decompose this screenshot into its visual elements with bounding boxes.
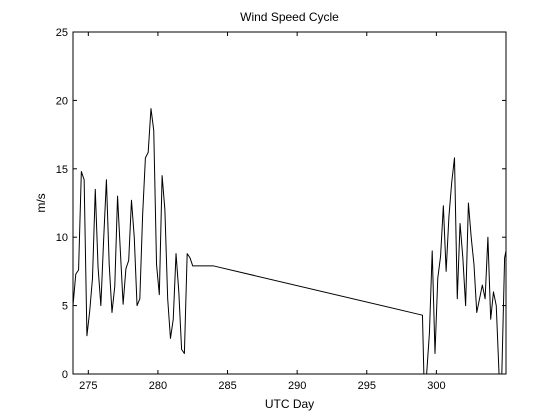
plot-area-background [73, 32, 506, 374]
frame-layer [72, 31, 507, 375]
y-axis-label: m/s [34, 193, 48, 212]
y-tick-label: 20 [56, 95, 68, 107]
x-tick-label: 285 [218, 380, 236, 392]
y-tick-label: 10 [56, 232, 68, 244]
chart-title: Wind Speed Cycle [240, 10, 339, 24]
x-tick-label: 275 [79, 380, 97, 392]
y-tick-label: 5 [62, 301, 68, 313]
line-layer [72, 108, 507, 375]
series-line [72, 108, 507, 375]
x-axis-label: UTC Day [265, 397, 314, 411]
x-tick-label: 300 [427, 380, 445, 392]
x-tick-label: 280 [149, 380, 167, 392]
y-tick-label: 0 [62, 369, 68, 381]
plot-area [73, 32, 506, 374]
y-tick-label: 25 [56, 27, 68, 39]
plot-frame [72, 31, 507, 375]
x-tick-label: 295 [358, 380, 376, 392]
x-tick-label: 290 [288, 380, 306, 392]
y-tick-label: 15 [56, 164, 68, 176]
